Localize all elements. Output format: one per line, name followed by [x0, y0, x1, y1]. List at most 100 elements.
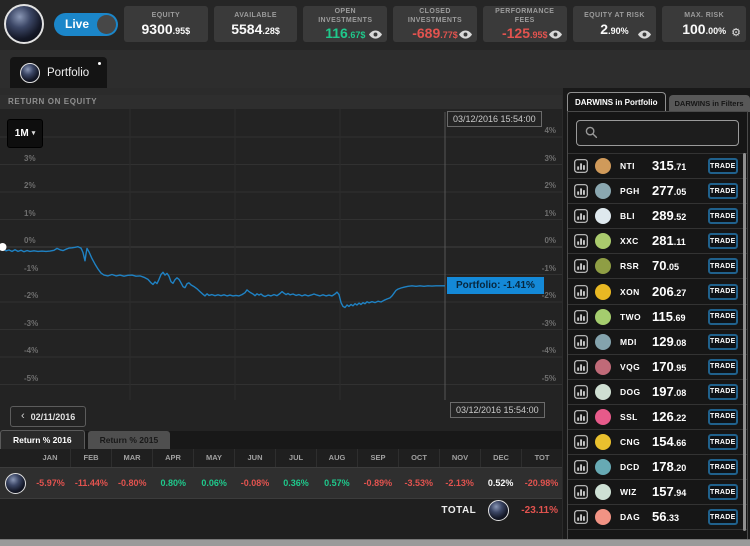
- tab-darwins-in-portfolio[interactable]: DARWINS in Portfolio: [567, 92, 666, 112]
- darwin-row[interactable]: PGH 277.05 TRADE: [568, 179, 747, 205]
- darwin-avatar: [595, 484, 611, 501]
- month-column-header: SEP: [358, 449, 399, 467]
- tab-return-2016[interactable]: Return % 2016: [0, 430, 85, 449]
- toggle-knob[interactable]: [97, 15, 116, 34]
- trade-button[interactable]: TRADE: [708, 383, 738, 400]
- bar-chart-icon[interactable]: [574, 460, 588, 475]
- stat-label: OPEN INVESTMENTS: [318, 7, 373, 24]
- portfolio-avatar: [4, 472, 26, 494]
- month-column-header: MAR: [112, 449, 153, 467]
- trade-button[interactable]: TRADE: [708, 484, 738, 501]
- trade-button[interactable]: TRADE: [708, 509, 738, 526]
- darwin-row[interactable]: NTI 315.71 TRADE: [568, 154, 747, 180]
- trade-button[interactable]: TRADE: [708, 459, 738, 476]
- month-return-value: 0.57%: [324, 478, 350, 488]
- month-return-value: -3.53%: [404, 478, 434, 488]
- gear-icon[interactable]: ⚙: [731, 27, 742, 39]
- darwin-avatar: [595, 383, 611, 400]
- darwin-row[interactable]: DCD 178.20 TRADE: [568, 455, 747, 481]
- darwin-ticker: SSL: [620, 411, 638, 422]
- trade-button[interactable]: TRADE: [708, 358, 738, 375]
- trade-button[interactable]: TRADE: [708, 208, 738, 225]
- equity-chart[interactable]: 1M ▾ 3% 2% 1% 0% -1% -2% -3% -4% -5% 4% 3% 2% 1% 0% -…: [0, 109, 562, 400]
- bar-chart-icon[interactable]: [574, 309, 588, 324]
- bar-chart-icon[interactable]: [574, 384, 588, 399]
- live-toggle[interactable]: Live: [54, 13, 118, 36]
- search-input[interactable]: [605, 126, 730, 140]
- bar-chart-icon[interactable]: [574, 259, 588, 274]
- darwin-row[interactable]: BLI 289.52 TRADE: [568, 204, 747, 230]
- darwin-row[interactable]: WIZ 157.94 TRADE: [568, 480, 747, 506]
- month-column-header: JAN: [30, 449, 71, 467]
- darwin-row[interactable]: DAG 56.33 TRADE: [568, 505, 747, 531]
- darwin-quote: 154.66: [652, 434, 687, 450]
- stat-value: -125.95$: [501, 25, 548, 42]
- darwin-row[interactable]: RSR 70.05 TRADE: [568, 254, 747, 280]
- bar-chart-icon[interactable]: [574, 234, 588, 249]
- darwin-ticker: DCD: [620, 462, 640, 473]
- eye-icon[interactable]: [638, 30, 652, 39]
- trade-button[interactable]: TRADE: [708, 258, 738, 275]
- bar-chart-icon[interactable]: [574, 184, 588, 199]
- portfolio-tab-label: Portfolio: [47, 66, 90, 79]
- stat-label: CLOSED INVESTMENTS: [407, 7, 463, 24]
- darwin-row[interactable]: TWO 115.69 TRADE: [568, 305, 747, 330]
- eye-icon[interactable]: [369, 30, 383, 39]
- darwin-row[interactable]: XXC 281.11 TRADE: [568, 229, 747, 255]
- darwin-row[interactable]: XON 206.27 TRADE: [568, 279, 747, 305]
- bar-chart-icon[interactable]: [574, 410, 588, 424]
- horizontal-scrollbar[interactable]: [0, 539, 750, 546]
- darwins-search-box[interactable]: [576, 120, 739, 146]
- stat-box: PERFORMANCE FEES -125.95$ ⚙: [482, 6, 567, 42]
- cursor-datetime-top: 03/12/2016 15:54:00: [447, 111, 542, 127]
- month-column-header: TOT: [534, 453, 550, 462]
- stat-label: EQUITY: [151, 12, 181, 20]
- trade-button[interactable]: TRADE: [708, 283, 738, 300]
- trade-button[interactable]: TRADE: [708, 408, 738, 425]
- vertical-scrollbar[interactable]: [743, 153, 746, 531]
- trade-button[interactable]: TRADE: [708, 158, 738, 175]
- bar-chart-icon[interactable]: [574, 359, 588, 374]
- darwin-row[interactable]: DOG 197.08 TRADE: [568, 380, 747, 405]
- darwin-row[interactable]: MDI 129.08 TRADE: [568, 330, 747, 355]
- user-avatar[interactable]: [4, 4, 44, 44]
- eye-icon[interactable]: [458, 30, 472, 39]
- trade-button[interactable]: TRADE: [708, 308, 738, 325]
- page-tab-strip: Portfolio: [0, 50, 750, 88]
- trade-button[interactable]: TRADE: [708, 233, 738, 250]
- bar-chart-icon[interactable]: [574, 284, 588, 299]
- eye-icon[interactable]: [548, 30, 562, 39]
- darwin-row[interactable]: CNG 154.66 TRADE: [568, 430, 747, 456]
- trade-button[interactable]: TRADE: [708, 434, 738, 451]
- darwin-ticker: DOG: [620, 386, 641, 397]
- darwin-ticker: WIZ: [620, 487, 637, 498]
- stat-box: CLOSED INVESTMENTS -689.77$ ⚙: [393, 6, 477, 42]
- darwin-row[interactable]: SSL 126.22 TRADE: [568, 405, 747, 431]
- tab-return-2015[interactable]: Return % 2015: [87, 431, 171, 449]
- bar-chart-icon[interactable]: [574, 334, 588, 349]
- month-column-header: NOV: [440, 449, 481, 467]
- darwin-avatar: [595, 208, 611, 225]
- trade-button[interactable]: TRADE: [708, 183, 738, 200]
- darwins-list: NTI 315.71 TRADE PGH 277.05 TRADE: [568, 153, 747, 531]
- bar-chart-icon[interactable]: [574, 435, 588, 449]
- trade-button[interactable]: TRADE: [708, 333, 738, 350]
- darwin-row[interactable]: VQG 170.95 TRADE: [568, 355, 747, 380]
- bar-chart-icon[interactable]: [574, 485, 588, 500]
- bar-chart-icon[interactable]: [574, 510, 588, 525]
- y-axis-label-right: 3%: [544, 153, 556, 163]
- bar-chart-icon[interactable]: [574, 209, 588, 224]
- darwin-ticker: NTI: [620, 161, 635, 172]
- darwin-quote: 206.27: [652, 283, 687, 299]
- tab-portfolio[interactable]: Portfolio: [10, 57, 108, 88]
- tab-darwins-in-filters[interactable]: DARWINS in Filters: [668, 95, 750, 112]
- darwin-avatar: [595, 459, 611, 476]
- range-selector-button[interactable]: 1M ▾: [7, 119, 43, 148]
- bar-chart-icon[interactable]: [574, 159, 588, 173]
- month-return-value: 0.52%: [487, 478, 514, 488]
- darwin-ticker: RSR: [620, 261, 640, 272]
- stat-value: 5584.28$: [231, 20, 280, 37]
- chevron-left-icon: ‹: [21, 410, 25, 422]
- date-back-button[interactable]: ‹ 02/11/2016: [10, 406, 87, 427]
- total-row: TOTAL -23.11%: [0, 497, 562, 523]
